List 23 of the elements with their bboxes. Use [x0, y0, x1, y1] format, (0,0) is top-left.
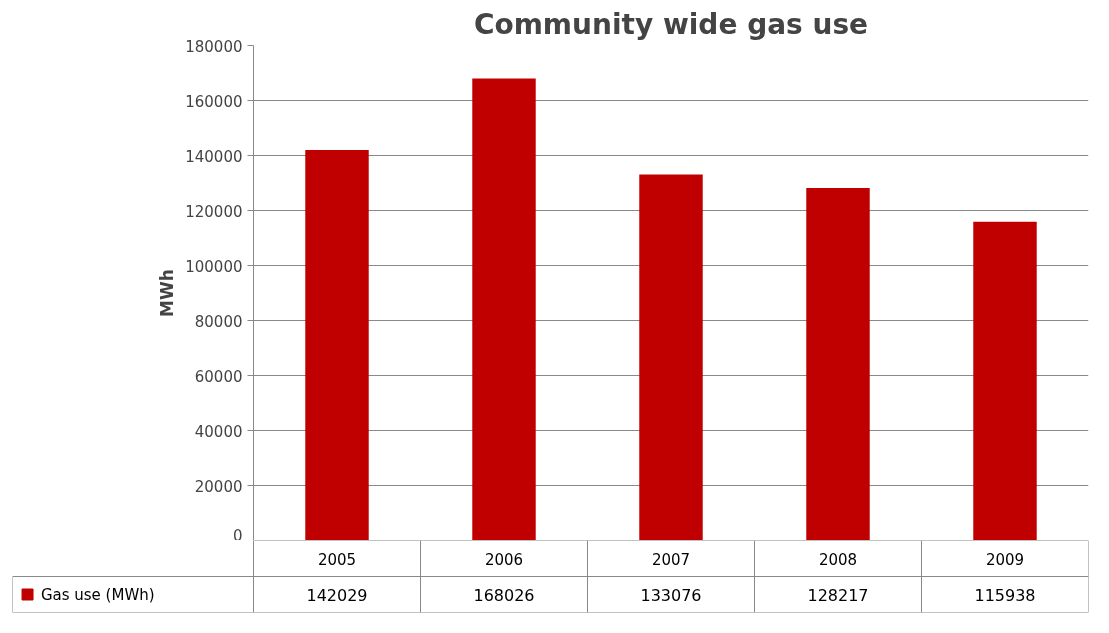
data-label: 128217 — [807, 585, 869, 605]
y-tick-label: 180000 — [185, 37, 243, 56]
y-tick-label: 20000 — [194, 477, 243, 496]
y-tick-label: 160000 — [185, 92, 243, 111]
y-tick-label: 0 — [232, 526, 243, 545]
y-axis-title: MWh — [157, 269, 178, 317]
chart-title: Community wide gas use — [473, 7, 869, 41]
x-tick-label: 2009 — [985, 550, 1025, 569]
y-tick-label: 80000 — [194, 312, 243, 331]
y-tick-label: 60000 — [194, 367, 243, 386]
x-tick-label: 2006 — [484, 550, 524, 569]
y-tick-label: 40000 — [194, 422, 243, 441]
x-tick-label: 2005 — [317, 550, 357, 569]
data-label: 168026 — [473, 585, 535, 605]
legend-label: Gas use (MWh) — [40, 585, 155, 604]
data-label: 115938 — [974, 585, 1036, 605]
y-tick-label: 120000 — [185, 202, 243, 221]
data-label: 142029 — [306, 585, 368, 605]
y-tick-label: 140000 — [185, 147, 243, 166]
x-tick-label: 2007 — [651, 550, 691, 569]
x-tick-label: 2008 — [818, 550, 858, 569]
data-label: 133076 — [640, 585, 702, 605]
y-tick-label: 100000 — [185, 257, 243, 276]
